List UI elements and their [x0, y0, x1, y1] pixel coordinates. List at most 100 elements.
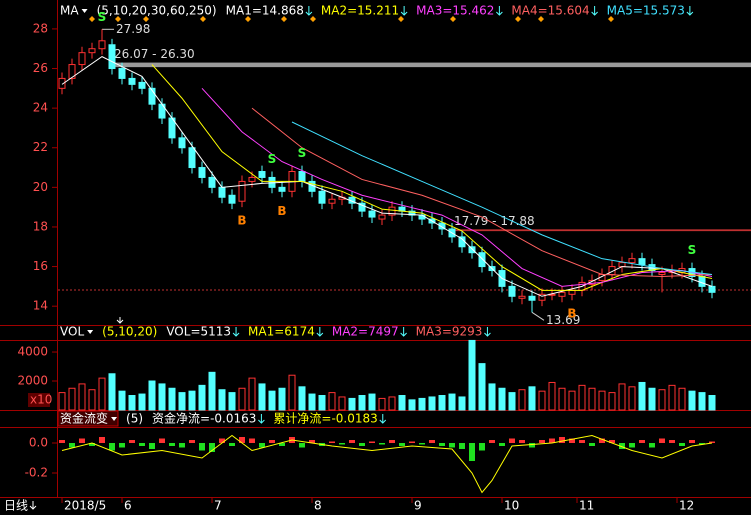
candle-body: [238, 180, 246, 202]
flow-bar: [379, 443, 385, 445]
flow-bar: [299, 443, 305, 448]
volume-bar: [488, 383, 496, 411]
candle-body: [708, 285, 716, 293]
flow-bar: [119, 443, 125, 448]
y-tick-label: 20: [33, 180, 48, 194]
candle-body: [358, 202, 366, 212]
flow-bar: [429, 440, 435, 443]
arrow-glyph: [305, 6, 313, 16]
indicator-name[interactable]: VOL: [60, 325, 84, 339]
volume-bar: [508, 392, 516, 411]
candle-body: [228, 194, 236, 204]
ma-readout: MA2=15.211: [321, 4, 399, 18]
volume-bar: [418, 397, 426, 411]
volume-bar: [208, 371, 216, 411]
dropdown-caret[interactable]: [111, 417, 118, 421]
volume-bar: [358, 395, 366, 411]
ma-line: [201, 87, 713, 287]
candle-body: [508, 285, 516, 297]
volume-bar: [168, 387, 176, 411]
flow-bar: [59, 440, 65, 443]
flow-bar: [409, 441, 415, 443]
arrow-glyph: [258, 414, 265, 424]
y-tick-label: 4000: [17, 345, 48, 359]
arrow-glyph: [686, 6, 694, 16]
vol-ma-readout: MA2=7497: [332, 325, 399, 339]
y-tick-label: 16: [33, 259, 48, 273]
flow-bar: [199, 443, 205, 451]
candle-body: [478, 252, 486, 268]
y-tick-label: 0.0: [29, 436, 48, 450]
candle-body: [188, 147, 196, 169]
period-label[interactable]: 日线: [4, 499, 28, 513]
volume-bar: [528, 386, 536, 411]
flow-bar: [389, 440, 395, 443]
volume-bar: [648, 387, 656, 411]
volume-bar: [68, 387, 76, 411]
candle-body: [558, 291, 566, 297]
arrow-glyph: [484, 327, 491, 337]
volume-bar: [308, 393, 316, 411]
candle-body: [178, 137, 186, 149]
flow-bar: [699, 443, 705, 445]
cursor-arrow: [116, 317, 124, 324]
volume-bar: [98, 377, 106, 411]
volume-bar: [658, 389, 666, 411]
flow-bar: [69, 443, 75, 448]
volume-bar: [698, 392, 706, 411]
arrow-glyph: [591, 6, 598, 16]
flow-bar: [349, 440, 355, 443]
candle-body: [78, 52, 86, 66]
flow-bar: [149, 443, 155, 449]
volume-bar: [618, 383, 626, 411]
candle-body: [248, 176, 256, 182]
arrow-glyph: [379, 414, 387, 424]
volume-bar: [148, 380, 156, 411]
flow-bar: [599, 438, 605, 443]
volume-bar: [248, 377, 256, 411]
flow-bar: [539, 440, 545, 443]
arrow-glyph: [232, 327, 240, 337]
flow-line: [61, 434, 713, 494]
flow-bar: [369, 441, 375, 443]
flow-bar: [659, 438, 665, 443]
dropdown-caret[interactable]: [87, 330, 94, 334]
indicator-name[interactable]: 资金流变: [60, 411, 108, 426]
dropdown-caret[interactable]: [81, 9, 88, 13]
volume-bar: [638, 381, 646, 411]
volume-bar: [268, 390, 276, 411]
flow-bar: [609, 440, 615, 443]
volume-bar: [498, 387, 506, 411]
y-tick-label: 18: [33, 219, 48, 233]
ma-readout: MA3=15.462: [416, 4, 494, 18]
unit-label: x10: [30, 393, 52, 407]
x-tick-label: 8: [314, 499, 322, 513]
volume-bar: [678, 387, 686, 411]
signal-label: B: [567, 307, 576, 321]
ma-readout: MA4=15.604: [511, 4, 589, 18]
flow-bar: [89, 443, 95, 446]
flow-bar: [169, 443, 175, 446]
signal-label: B: [237, 214, 246, 228]
signal-label: S: [298, 146, 307, 160]
vol-ma-readout: MA3=9293: [416, 325, 483, 339]
flow-bar: [449, 443, 455, 448]
volume-bar: [578, 384, 586, 411]
candle-body: [568, 289, 576, 295]
volume-bar: [388, 396, 396, 411]
candle-body: [278, 186, 286, 192]
flow-bar: [179, 443, 185, 448]
signal-label: S: [98, 10, 107, 24]
x-tick-label: 6: [124, 499, 132, 513]
arrow-glyph: [496, 6, 503, 16]
flow-bar: [649, 443, 655, 448]
candle-body: [368, 210, 376, 218]
volume-bar: [198, 384, 206, 411]
extreme-label: 13.69: [546, 313, 580, 327]
y-tick-label: 14: [33, 299, 48, 313]
flow-bar: [619, 443, 625, 449]
candle-body: [528, 295, 536, 301]
indicator-name[interactable]: MA: [60, 4, 79, 18]
y-tick-label: -0.2: [25, 466, 48, 480]
